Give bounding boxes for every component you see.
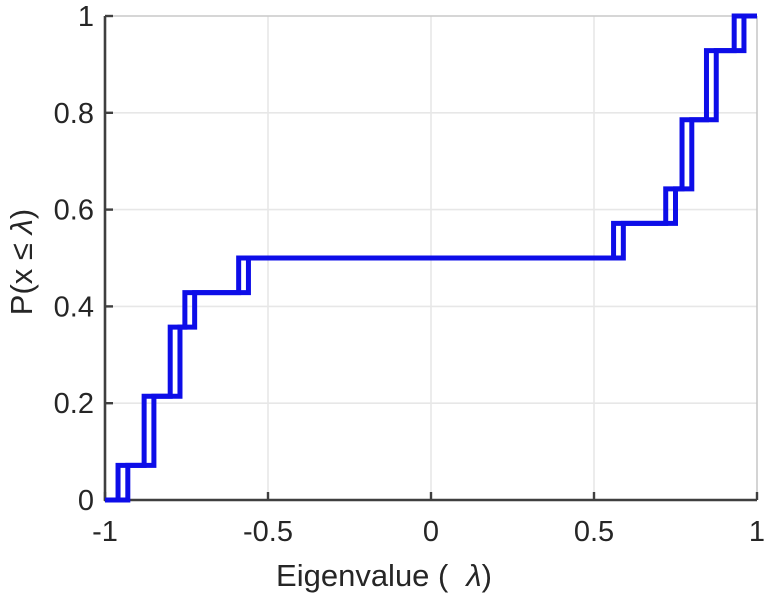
y-tick-label: 0.8 [54,98,94,130]
x-tick-label: 0 [423,516,439,548]
lambda-symbol: λ [466,558,482,593]
x-tick-label: -0.5 [243,516,293,548]
ecdf-staircase-2 [105,13,757,503]
x-tick-label: 0.5 [574,516,614,548]
y-tick-label: 0.6 [54,195,94,227]
y-tick-label: 0 [78,485,94,517]
x-tick-label: 1 [749,516,765,548]
y-tick-label: 1 [78,1,94,33]
y-tick-label: 0.2 [54,388,94,420]
x-tick-label: -1 [92,516,118,548]
leq-symbol: ≤ [4,234,39,261]
lambda-symbol: λ [4,219,39,235]
y-tick-label: 0.4 [54,291,94,323]
y-axis-label: P(x ≤ λ) [4,208,39,316]
x-axis-label: Eigenvalue (λ) [276,558,492,593]
